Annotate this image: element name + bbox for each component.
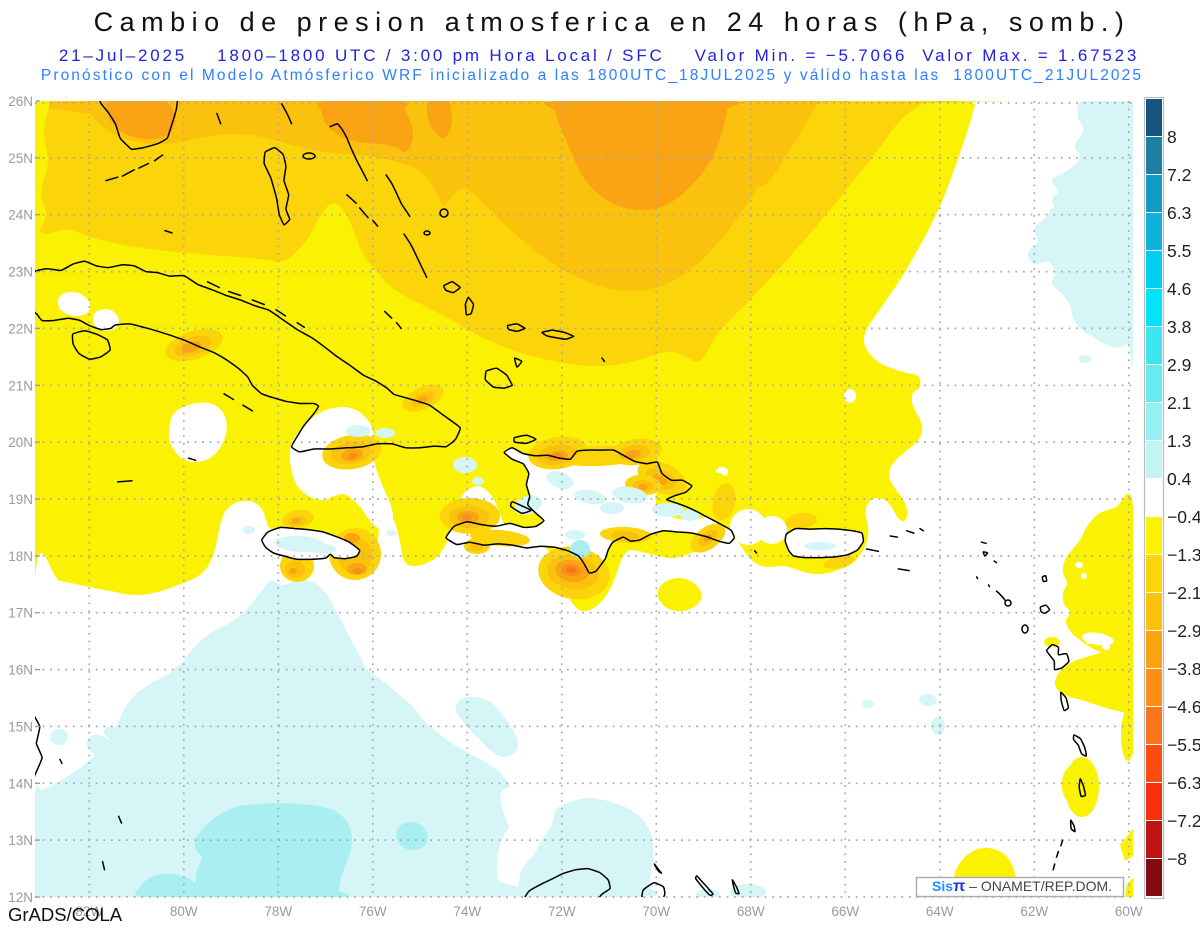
svg-text:1.3: 1.3	[1167, 431, 1191, 451]
svg-text:22N: 22N	[8, 321, 33, 336]
svg-text:78W: 78W	[264, 904, 292, 919]
svg-text:13N: 13N	[8, 833, 33, 848]
svg-text:−3.8: −3.8	[1167, 659, 1200, 679]
svg-text:Sisπ – ONAMET/REP.DOM.: Sisπ – ONAMET/REP.DOM.	[932, 878, 1112, 895]
svg-text:2.9: 2.9	[1167, 355, 1191, 375]
svg-text:−5.5: −5.5	[1167, 735, 1200, 755]
svg-text:18N: 18N	[8, 549, 33, 564]
svg-text:−2.9: −2.9	[1167, 621, 1200, 641]
svg-text:−0.4: −0.4	[1167, 507, 1200, 527]
svg-text:2.1: 2.1	[1167, 393, 1191, 413]
svg-text:21–Jul–2025 1800–1800 UTC /: 21–Jul–2025 1800–1800 UTC / 3:00 pm Hora…	[59, 46, 1139, 65]
svg-text:3.8: 3.8	[1167, 317, 1191, 337]
svg-text:−2.1: −2.1	[1167, 583, 1200, 603]
svg-text:GrADS/COLA: GrADS/COLA	[8, 904, 123, 925]
svg-text:8: 8	[1167, 127, 1177, 147]
svg-text:20N: 20N	[8, 435, 33, 450]
svg-text:76W: 76W	[359, 904, 387, 919]
svg-text:6.3: 6.3	[1167, 203, 1191, 223]
svg-text:21N: 21N	[8, 378, 33, 393]
svg-text:74W: 74W	[453, 904, 481, 919]
svg-text:Pronóstico con el Modelo Atmós: Pronóstico con el Modelo Atmósferico WRF…	[41, 67, 1143, 84]
svg-text:70W: 70W	[642, 904, 670, 919]
svg-text:7.2: 7.2	[1167, 165, 1191, 185]
svg-text:23N: 23N	[8, 265, 33, 280]
svg-text:−4.6: −4.6	[1167, 697, 1200, 717]
svg-text:−7.2: −7.2	[1167, 811, 1200, 831]
svg-text:24N: 24N	[8, 208, 33, 223]
svg-text:4.6: 4.6	[1167, 279, 1191, 299]
svg-text:16N: 16N	[8, 663, 33, 678]
svg-text:62W: 62W	[1020, 904, 1048, 919]
svg-text:−6.3: −6.3	[1167, 773, 1200, 793]
svg-text:−8: −8	[1167, 849, 1187, 869]
svg-text:12N: 12N	[8, 890, 33, 905]
svg-text:72W: 72W	[548, 904, 576, 919]
svg-text:Cambio de presion atmosferica: Cambio de presion atmosferica en 24 hora…	[94, 7, 1131, 37]
svg-text:5.5: 5.5	[1167, 241, 1191, 261]
svg-text:80W: 80W	[170, 904, 198, 919]
svg-text:19N: 19N	[8, 492, 33, 507]
svg-text:60W: 60W	[1115, 904, 1143, 919]
svg-text:−1.3: −1.3	[1167, 545, 1200, 565]
svg-text:82W: 82W	[75, 904, 103, 919]
svg-text:64W: 64W	[926, 904, 954, 919]
svg-text:66W: 66W	[831, 904, 859, 919]
svg-text:25N: 25N	[8, 151, 33, 166]
svg-text:14N: 14N	[8, 776, 33, 791]
svg-text:15N: 15N	[8, 719, 33, 734]
svg-text:68W: 68W	[737, 904, 765, 919]
svg-text:0.4: 0.4	[1167, 469, 1192, 489]
svg-text:26N: 26N	[8, 94, 33, 109]
svg-text:17N: 17N	[8, 606, 33, 621]
